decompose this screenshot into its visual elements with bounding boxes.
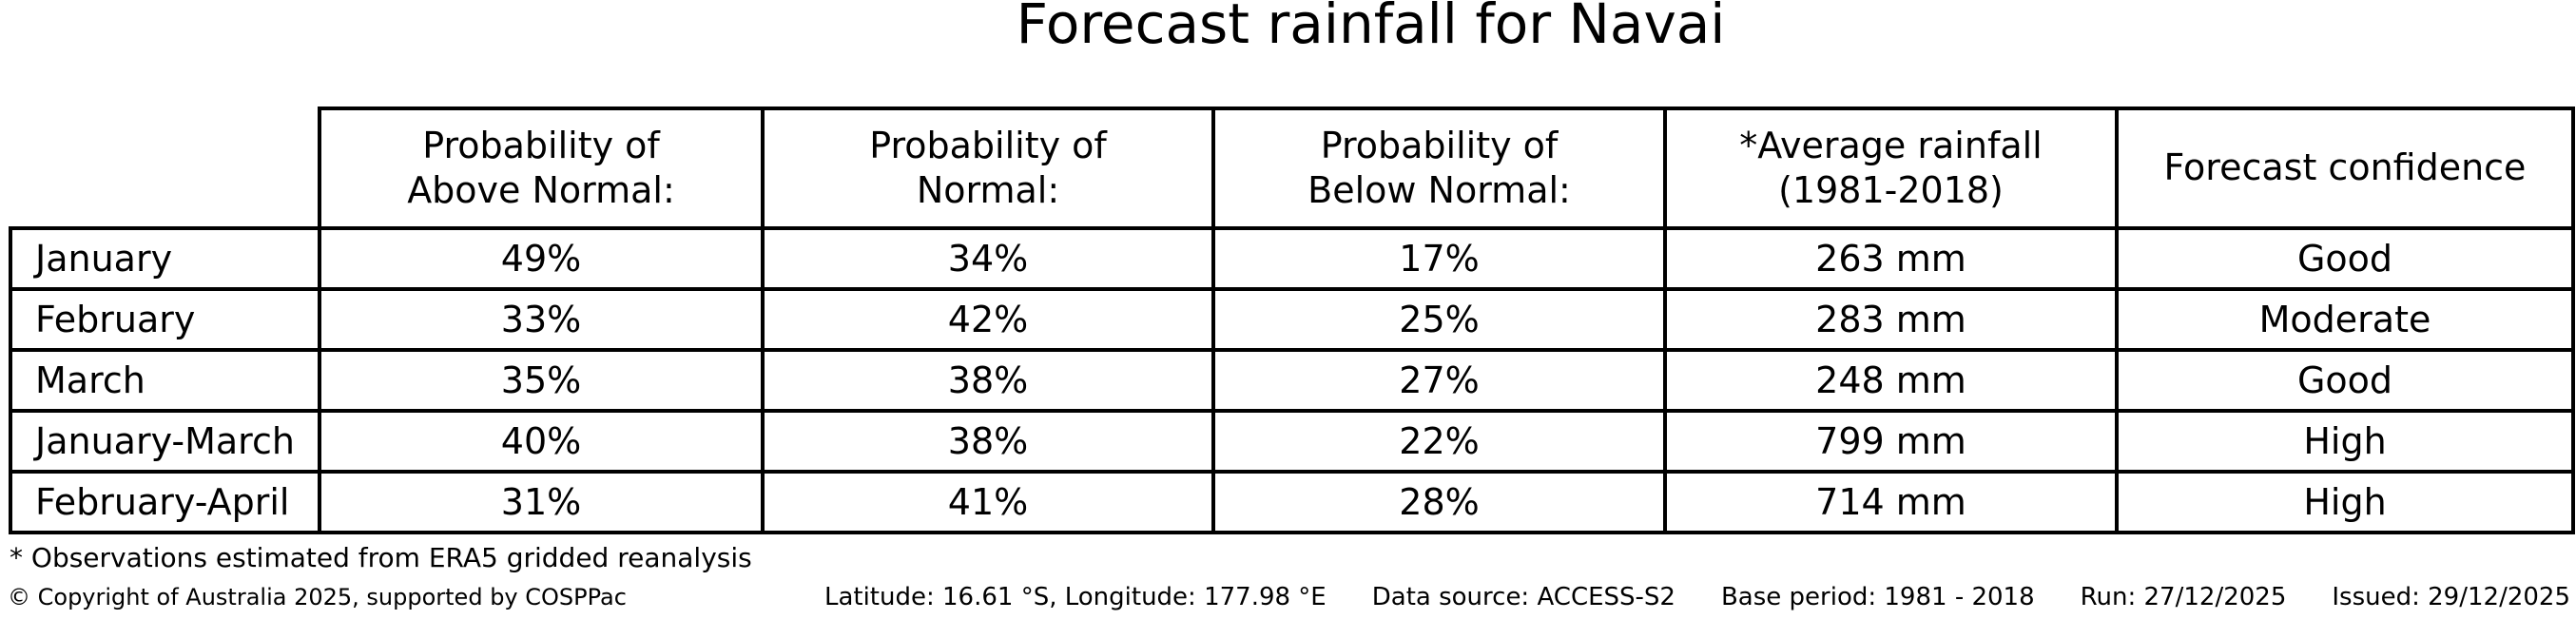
col-header-above-normal: Probability of Above Normal: bbox=[318, 107, 765, 230]
row-label-month: January-March bbox=[9, 409, 321, 474]
footer-metadata: Latitude: 16.61 °S, Longitude: 177.98 °E… bbox=[824, 583, 2570, 611]
issued-date-text: Issued: 29/12/2025 bbox=[2332, 583, 2570, 611]
cell-below-normal: 27% bbox=[1211, 348, 1667, 413]
cell-forecast-confidence: High bbox=[2115, 470, 2575, 534]
figure-title: Forecast rainfall for Navai bbox=[1016, 0, 1726, 56]
cell-average-rainfall: 283 mm bbox=[1663, 287, 2119, 352]
cell-forecast-confidence: Moderate bbox=[2115, 287, 2575, 352]
table-row: February-April 31% 41% 28% 714 mm High bbox=[9, 470, 2575, 534]
cell-average-rainfall: 714 mm bbox=[1663, 470, 2119, 534]
cell-below-normal: 25% bbox=[1211, 287, 1667, 352]
cell-below-normal: 17% bbox=[1211, 226, 1667, 291]
table-row: January-March 40% 38% 22% 799 mm High bbox=[9, 409, 2575, 474]
cell-normal: 41% bbox=[761, 470, 1215, 534]
cell-forecast-confidence: Good bbox=[2115, 226, 2575, 291]
table-row: March 35% 38% 27% 248 mm Good bbox=[9, 348, 2575, 413]
forecast-table: Probability of Above Normal: Probability… bbox=[9, 107, 2575, 534]
latitude-longitude-text: Latitude: 16.61 °S, Longitude: 177.98 °E bbox=[823, 583, 1327, 611]
cell-above-normal: 35% bbox=[318, 348, 765, 413]
row-label-month: January bbox=[9, 226, 321, 291]
cell-average-rainfall: 799 mm bbox=[1663, 409, 2119, 474]
cell-normal: 38% bbox=[761, 409, 1215, 474]
observations-footnote: * Observations estimated from ERA5 gridd… bbox=[10, 542, 752, 573]
cell-average-rainfall: 263 mm bbox=[1663, 226, 2119, 291]
cell-above-normal: 31% bbox=[318, 470, 765, 534]
cell-below-normal: 22% bbox=[1211, 409, 1667, 474]
col-header-forecast-confidence: Forecast confidence bbox=[2115, 107, 2575, 230]
col-header-average-rainfall: *Average rainfall (1981-2018) bbox=[1663, 107, 2119, 230]
cell-above-normal: 33% bbox=[318, 287, 765, 352]
table-row: February 33% 42% 25% 283 mm Moderate bbox=[9, 287, 2575, 352]
cell-below-normal: 28% bbox=[1211, 470, 1667, 534]
cell-above-normal: 49% bbox=[318, 226, 765, 291]
cell-forecast-confidence: Good bbox=[2115, 348, 2575, 413]
data-source-text: Data source: ACCESS-S2 bbox=[1371, 583, 1675, 611]
table-header-row: Probability of Above Normal: Probability… bbox=[10, 107, 2575, 230]
row-label-month: February-April bbox=[9, 470, 321, 534]
table-row: January 49% 34% 17% 263 mm Good bbox=[9, 226, 2575, 291]
cell-normal: 38% bbox=[761, 348, 1215, 413]
cell-average-rainfall: 248 mm bbox=[1663, 348, 2119, 413]
base-period-text: Base period: 1981 - 2018 bbox=[1720, 583, 2035, 611]
footer-bar: © Copyright of Australia 2025, supported… bbox=[8, 583, 2570, 611]
cell-above-normal: 40% bbox=[318, 409, 765, 474]
run-date-text: Run: 27/12/2025 bbox=[2080, 583, 2287, 611]
col-header-normal: Probability of Normal: bbox=[761, 107, 1215, 230]
row-label-month: February bbox=[9, 287, 321, 352]
cell-normal: 34% bbox=[761, 226, 1215, 291]
corner-cell bbox=[10, 108, 320, 228]
cell-forecast-confidence: High bbox=[2115, 409, 2575, 474]
row-label-month: March bbox=[9, 348, 321, 413]
col-header-below-normal: Probability of Below Normal: bbox=[1211, 107, 1667, 230]
cell-normal: 42% bbox=[761, 287, 1215, 352]
copyright-text: © Copyright of Australia 2025, supported… bbox=[8, 584, 627, 610]
